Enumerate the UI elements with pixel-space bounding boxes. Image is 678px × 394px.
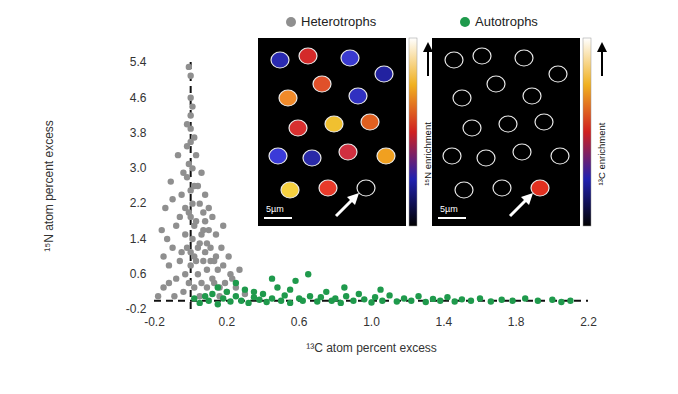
- svg-text:¹⁵N atom percent excess: ¹⁵N atom percent excess: [42, 120, 56, 252]
- svg-text:1.4: 1.4: [435, 315, 452, 329]
- svg-text:0.2: 0.2: [218, 315, 235, 329]
- svg-text:1.0: 1.0: [363, 315, 380, 329]
- svg-text:0.6: 0.6: [130, 267, 147, 281]
- svg-text:2.2: 2.2: [130, 196, 147, 210]
- html-text:Heterotrophs: Heterotrophs: [301, 14, 377, 29]
- svg-text:0.6: 0.6: [291, 315, 308, 329]
- svg-text:3.0: 3.0: [130, 161, 147, 175]
- svg-text:1.8: 1.8: [508, 315, 525, 329]
- svg-text:¹³C enrichment: ¹³C enrichment: [596, 122, 607, 185]
- svg-text:¹⁵N enrichment: ¹⁵N enrichment: [422, 122, 433, 186]
- svg-text:5.4: 5.4: [130, 55, 147, 69]
- svg-text:-0.2: -0.2: [144, 315, 165, 329]
- svg-text:2.2: 2.2: [580, 315, 597, 329]
- html-text:Autotrophs: Autotrophs: [475, 14, 538, 29]
- svg-text:5µm: 5µm: [440, 204, 458, 214]
- svg-text:4.6: 4.6: [130, 91, 147, 105]
- svg-text:3.8: 3.8: [130, 126, 147, 140]
- svg-text:1.4: 1.4: [130, 232, 147, 246]
- svg-text:5µm: 5µm: [266, 204, 284, 214]
- svg-text:-0.2: -0.2: [125, 302, 147, 317]
- svg-text:¹³C atom percent excess: ¹³C atom percent excess: [306, 341, 437, 355]
